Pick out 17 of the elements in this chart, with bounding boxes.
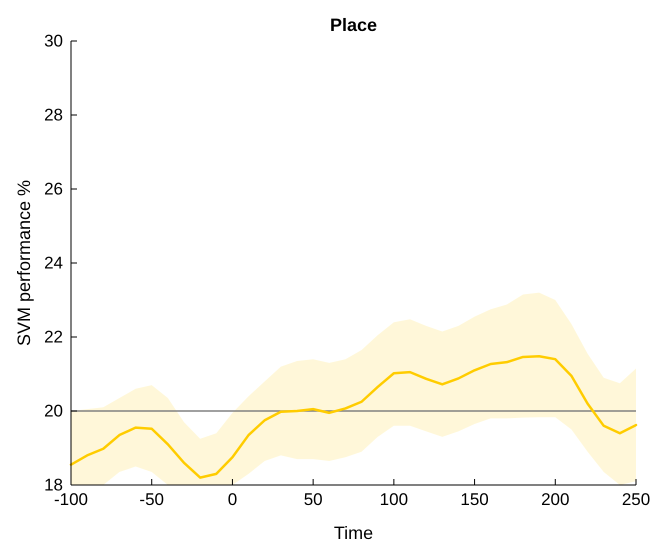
y-tick-label: 28 bbox=[44, 105, 63, 124]
y-tick-label: 30 bbox=[44, 31, 63, 50]
x-tick-label: 200 bbox=[541, 490, 570, 510]
y-tick-label: 24 bbox=[44, 253, 63, 272]
x-tick-label: -50 bbox=[139, 490, 164, 510]
x-axis-title: Time bbox=[334, 523, 374, 541]
line-series bbox=[70, 354, 638, 479]
y-axis-title: SVM performance % bbox=[14, 180, 34, 346]
x-tick-label: 0 bbox=[228, 490, 238, 510]
y-tick-label: 26 bbox=[44, 179, 63, 198]
chart-title: Place bbox=[330, 15, 378, 35]
y-tick-label: 20 bbox=[44, 401, 63, 420]
x-tick-label: 150 bbox=[460, 490, 489, 510]
x-tick-label: 250 bbox=[622, 490, 650, 510]
x-tick-label: 50 bbox=[304, 490, 323, 510]
x-tick-label: 100 bbox=[380, 490, 408, 510]
y-tick-label: 22 bbox=[44, 327, 63, 346]
